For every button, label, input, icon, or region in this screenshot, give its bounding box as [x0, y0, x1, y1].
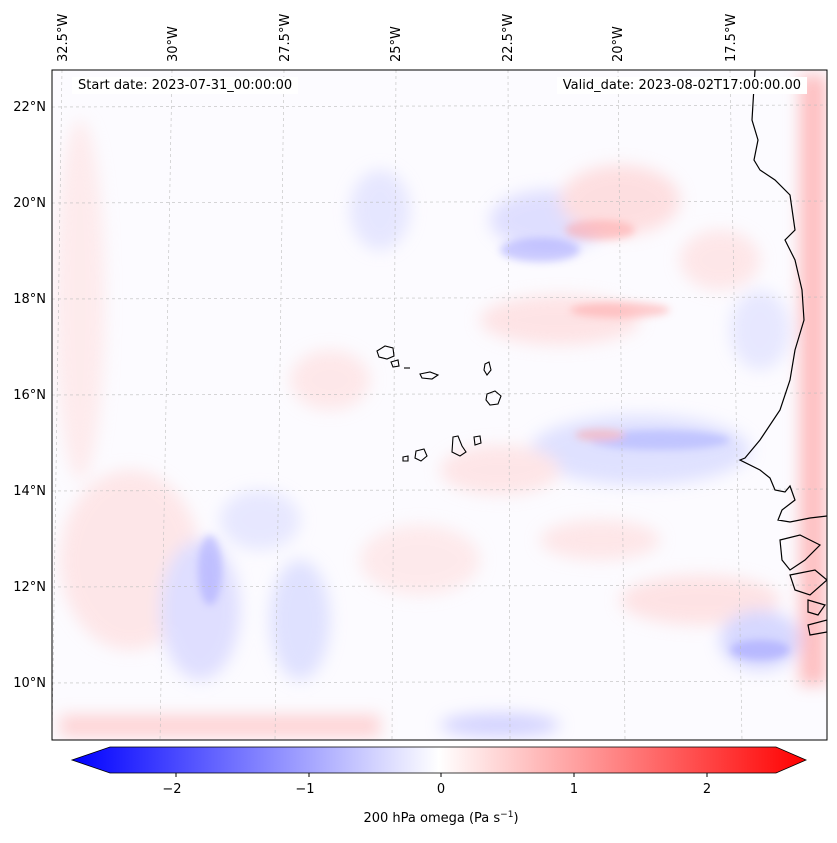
- cape-verde-islands: [376, 345, 502, 462]
- colorbar-tick-label: 0: [437, 782, 445, 797]
- lat-tick-label: 10°N: [13, 676, 46, 691]
- graticule: [52, 70, 827, 740]
- colorbar-label: 200 hPa omega (Pa s−1): [363, 810, 518, 826]
- colorbar-tick-label: −1: [295, 782, 314, 797]
- colorbar-tick-label: 2: [703, 782, 711, 797]
- lon-tick-label: 22.5°W: [501, 14, 516, 62]
- lat-tick-label: 16°N: [13, 388, 46, 403]
- map-frame: [51, 69, 828, 741]
- colorbar-tick-label: −2: [162, 782, 181, 797]
- lon-tick-label: 17.5°W: [724, 14, 739, 62]
- start-date-label: Start date: 2023-07-31_00:00:00: [72, 77, 299, 94]
- lat-tick-label: 14°N: [13, 484, 46, 499]
- coastline: [738, 70, 827, 636]
- lat-tick-label: 18°N: [13, 292, 46, 307]
- colorbar-bar: [70, 746, 808, 774]
- colorbar: −2 −1 0 1 2 200 hPa omega (Pa s−1): [70, 746, 808, 826]
- lon-tick-label: 20°W: [611, 26, 626, 62]
- lon-tick-labels: 32.5°W 30°W 27.5°W 25°W 22.5°W 20°W 17.5…: [56, 14, 739, 62]
- lon-tick-label: 32.5°W: [56, 14, 71, 62]
- lon-tick-label: 25°W: [389, 26, 404, 62]
- valid-date-label: Valid_date: 2023-08-02T17:00:00.00: [556, 77, 807, 94]
- lat-tick-label: 22°N: [13, 100, 46, 115]
- lat-tick-labels: 22°N 20°N 18°N 16°N 14°N 12°N 10°N: [13, 100, 46, 691]
- lon-tick-label: 27.5°W: [278, 14, 293, 62]
- lat-tick-label: 20°N: [13, 196, 46, 211]
- colorbar-ticks: [175, 773, 708, 777]
- colorbar-tick-label: 1: [570, 782, 578, 797]
- lon-tick-label: 30°W: [166, 26, 181, 62]
- colorbar-tick-labels: −2 −1 0 1 2: [162, 782, 711, 797]
- lat-tick-label: 12°N: [13, 580, 46, 595]
- omega-field: [55, 75, 826, 737]
